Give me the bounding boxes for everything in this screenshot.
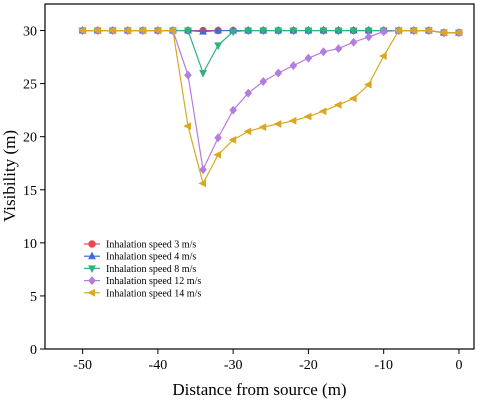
data-point [319, 47, 328, 57]
legend-label: Inhalation speed 3 m/s [106, 240, 196, 251]
legend-marker [88, 276, 96, 286]
data-point [259, 27, 268, 36]
data-point [228, 135, 237, 144]
axis-ticks: -50 -40 -30 -20 -10 0 0 5 10 15 20 25 30 [23, 25, 462, 373]
x-tick-label: -20 [299, 358, 318, 373]
data-point [439, 28, 447, 37]
legend-item: Inhalation speed 8 m/s [84, 264, 196, 275]
data-point [364, 27, 373, 36]
data-point [184, 27, 192, 36]
series-4 [78, 26, 463, 175]
data-point [259, 77, 268, 86]
legend-item: Inhalation speed 4 m/s [84, 251, 196, 263]
data-point [363, 80, 372, 89]
data-point [108, 26, 116, 35]
data-point [394, 26, 402, 35]
data-point [349, 27, 358, 36]
y-tick-label: 10 [23, 237, 37, 252]
legend-marker [88, 240, 96, 248]
x-tick-label: -30 [224, 358, 243, 373]
legend-label: Inhalation speed 12 m/s [106, 276, 201, 287]
data-point [138, 26, 146, 35]
legend-marker [87, 288, 96, 297]
data-point [199, 69, 207, 78]
data-point [198, 179, 207, 188]
legend-item: Inhalation speed 12 m/s [84, 276, 201, 287]
data-point [304, 27, 313, 36]
data-point [379, 52, 387, 60]
x-tick-label: -10 [374, 358, 393, 373]
series-lines [77, 25, 463, 188]
data-point [348, 94, 357, 103]
data-point [214, 42, 222, 51]
data-point [214, 133, 222, 143]
data-point [229, 105, 237, 115]
x-tick-label: -40 [149, 358, 168, 373]
data-point [364, 32, 373, 42]
x-tick-label: -50 [73, 358, 92, 373]
data-point [289, 27, 298, 36]
plot-frame [44, 3, 475, 350]
data-point [318, 107, 327, 116]
y-tick-label: 20 [23, 131, 37, 146]
data-point [93, 26, 101, 35]
data-point [213, 150, 222, 159]
data-point [349, 37, 358, 47]
legend-label: Inhalation speed 8 m/s [106, 264, 196, 275]
data-point [424, 26, 432, 35]
data-point [319, 27, 328, 36]
x-axis-title: Distance from source (m) [172, 380, 346, 399]
data-point [273, 120, 282, 128]
data-point [274, 68, 283, 78]
y-axis-title: Visibility (m) [0, 130, 19, 222]
data-point [123, 26, 131, 35]
legend-label: Inhalation speed 4 m/s [106, 252, 196, 263]
legend-box [80, 236, 208, 301]
x-tick-label: 0 [455, 358, 462, 373]
data-point [199, 165, 207, 175]
data-point [77, 26, 86, 35]
data-point [258, 123, 267, 132]
y-tick-label: 25 [23, 78, 37, 93]
legend-marker [88, 265, 96, 274]
y-tick-label: 30 [23, 25, 37, 40]
data-point [454, 28, 462, 37]
data-point [184, 70, 192, 80]
series-line [82, 29, 459, 186]
data-point [214, 25, 222, 34]
data-point [274, 27, 283, 36]
data-point [153, 26, 161, 35]
legend-marker [88, 251, 96, 260]
series-3 [78, 27, 463, 78]
y-tick-label: 5 [30, 290, 37, 305]
legend-item: Inhalation speed 3 m/s [84, 240, 196, 251]
data-point [168, 26, 176, 35]
data-point [334, 27, 343, 36]
data-point [333, 100, 342, 109]
data-point [244, 27, 253, 36]
data-point [243, 127, 252, 136]
y-tick-label: 0 [30, 343, 37, 358]
series-line [82, 29, 459, 75]
data-point [244, 88, 253, 98]
data-point [229, 28, 238, 37]
series-line [82, 29, 459, 172]
data-point [303, 112, 312, 121]
data-point [379, 27, 388, 37]
y-tick-label: 15 [23, 184, 37, 199]
data-point [334, 44, 343, 54]
data-point [409, 26, 417, 35]
data-point [199, 26, 207, 35]
series-5 [77, 26, 462, 188]
data-point [304, 53, 313, 63]
data-point [289, 61, 298, 71]
data-point [288, 116, 297, 125]
series-1 [78, 26, 463, 37]
legend-label: Inhalation speed 14 m/s [106, 288, 201, 299]
legend-item: Inhalation speed 14 m/s [84, 288, 201, 299]
data-point [183, 122, 192, 130]
